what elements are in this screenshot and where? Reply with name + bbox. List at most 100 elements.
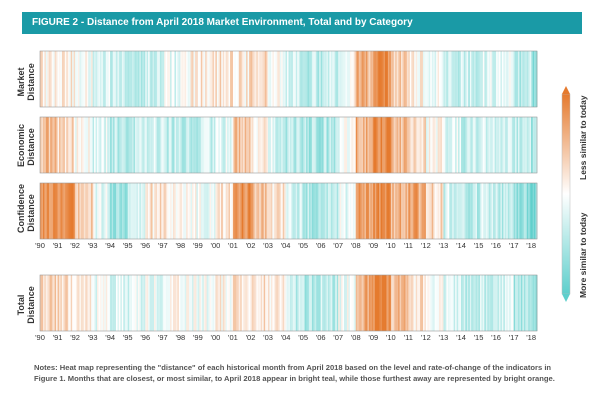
heatmap-cell <box>142 275 145 331</box>
heatmap-cell <box>102 117 105 173</box>
heatmap-cell <box>463 117 466 173</box>
heatmap-cell <box>266 117 269 173</box>
heatmap-cell <box>168 51 171 107</box>
heatmap-cell <box>60 183 63 239</box>
heatmap-cell <box>468 51 471 107</box>
heatmap-cell <box>97 117 99 173</box>
heatmap-cell <box>149 51 152 107</box>
heatmap-cell <box>437 117 440 173</box>
heatmap-cell <box>177 117 180 173</box>
heatmap-cell <box>91 275 94 331</box>
heatmap-cell <box>357 183 360 239</box>
heatmap-cell <box>105 275 108 331</box>
heatmap-cell <box>235 117 238 173</box>
heatmap-cell <box>101 51 104 107</box>
heatmap-cell <box>368 117 371 173</box>
heatmap-cell <box>384 117 387 173</box>
heatmap-cell <box>268 117 270 173</box>
heatmap-cell <box>108 183 111 239</box>
heatmap-cell <box>399 51 402 107</box>
heatmap-cell <box>42 183 45 239</box>
heatmap-cell <box>123 183 126 239</box>
heatmap-cell <box>310 117 313 173</box>
x-tick-label: '96 <box>140 333 151 342</box>
heatmap-cell <box>424 117 427 173</box>
heatmap-cell <box>335 51 338 107</box>
heatmap-cell <box>216 183 219 239</box>
heatmap-cell <box>534 275 536 331</box>
x-tick-label: '14 <box>456 241 466 250</box>
heatmap-cell <box>222 117 225 173</box>
x-tick-label: '00 <box>210 333 221 342</box>
heatmap-cell <box>260 51 263 107</box>
heatmap-cell <box>367 51 370 107</box>
heatmap-cell <box>227 183 229 239</box>
heatmap-cell <box>80 117 83 173</box>
x-tick-label: '90 <box>35 333 45 342</box>
heatmap-cell <box>437 183 440 239</box>
heatmap-cell <box>488 275 491 331</box>
heatmap-cell <box>94 275 96 331</box>
heatmap-cell <box>368 275 371 331</box>
heatmap-cell <box>512 51 515 107</box>
heatmap-cell <box>279 275 282 331</box>
heatmap-cell <box>190 51 193 107</box>
heatmap-cell <box>159 117 162 173</box>
heatmap-cell <box>383 275 386 331</box>
heatmap-cell <box>116 183 118 239</box>
heatmap-cell <box>291 51 294 107</box>
heatmap-cell <box>272 183 275 239</box>
heatmap-cell <box>270 275 273 331</box>
heatmap-cell <box>209 117 212 173</box>
heatmap-cell <box>82 275 85 331</box>
heatmap-cell <box>529 51 532 107</box>
heatmap-cell <box>83 51 86 107</box>
x-tick-label: '09 <box>368 333 379 342</box>
heatmap-cell <box>482 183 485 239</box>
heatmap-cell <box>417 51 419 107</box>
heatmap-cell <box>478 275 481 331</box>
heatmap-cell <box>415 117 418 173</box>
heatmap-cell <box>243 183 246 239</box>
heatmap-cell <box>458 183 460 239</box>
heatmap-cell <box>500 117 503 173</box>
heatmap-cell <box>460 183 463 239</box>
heatmap-cell <box>164 183 167 239</box>
heatmap-cell <box>333 183 336 239</box>
heatmap-cell <box>446 183 449 239</box>
heatmap-cell <box>485 51 488 107</box>
heatmap-cell <box>206 117 209 173</box>
heatmap-cell <box>249 117 251 173</box>
heatmap-cell <box>455 183 457 239</box>
heatmap-cell <box>456 275 459 331</box>
heatmap-cell <box>146 183 149 239</box>
heatmap-cell <box>288 117 291 173</box>
heatmap-cell <box>78 51 80 107</box>
heatmap-cell <box>373 51 376 107</box>
heatmap-cell <box>458 51 460 107</box>
heatmap-cell <box>170 183 172 239</box>
heatmap-cell <box>440 117 443 173</box>
heatmap-cell <box>377 275 380 331</box>
heatmap-cell <box>152 183 155 239</box>
heatmap-cell <box>436 117 438 173</box>
heatmap-cell <box>51 275 54 331</box>
heatmap-cell <box>380 117 383 173</box>
heatmap-cell <box>336 275 339 331</box>
heatmap-cell <box>412 183 415 239</box>
heatmap-cell <box>332 117 335 173</box>
heatmap-cell <box>51 51 54 107</box>
heatmap-cell <box>361 51 364 107</box>
heatmap-cell <box>118 117 121 173</box>
x-tick-label: '16 <box>491 241 501 250</box>
heatmap-cell <box>320 117 323 173</box>
heatmap-cell <box>387 275 390 331</box>
heatmap-cell <box>132 117 134 173</box>
heatmap-cell <box>240 183 243 239</box>
heatmap-cell <box>69 51 72 107</box>
heatmap-cell <box>256 275 259 331</box>
heatmap-cell <box>135 51 137 107</box>
heatmap-cell <box>399 183 402 239</box>
heatmap-cell <box>339 275 342 331</box>
heatmap-cell <box>498 275 501 331</box>
